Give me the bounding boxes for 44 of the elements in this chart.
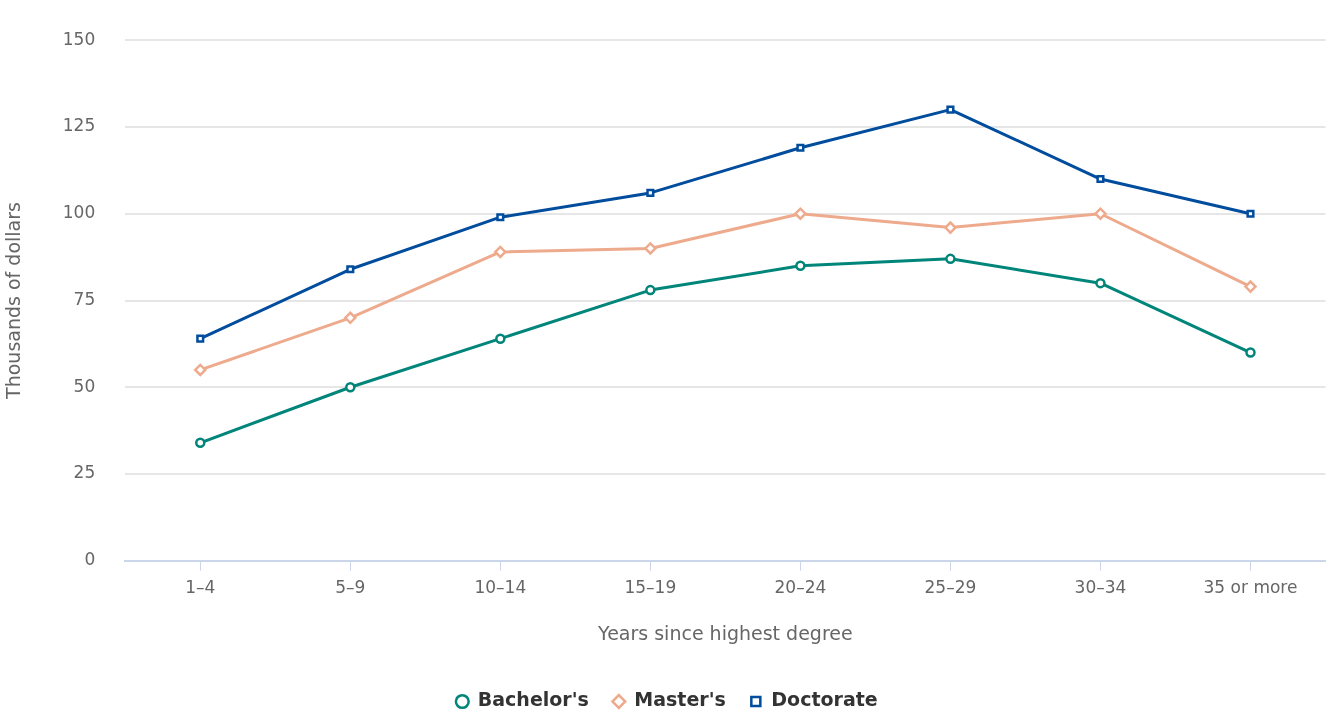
- x-tick-label: 20–24: [774, 577, 827, 598]
- y-tick-label: 125: [62, 115, 96, 136]
- x-tick-label: 25–29: [924, 577, 977, 598]
- y-tick-label: 0: [84, 549, 96, 570]
- point: [1094, 207, 1107, 220]
- point: [196, 334, 205, 343]
- point: [645, 284, 656, 296]
- point: [944, 221, 957, 234]
- point: [195, 437, 206, 449]
- x-axis-title: Years since highest degree: [597, 621, 853, 644]
- point: [345, 382, 356, 393]
- point: [795, 260, 806, 272]
- point: [644, 242, 657, 255]
- point: [646, 188, 655, 197]
- point: [194, 363, 207, 377]
- point: [946, 105, 955, 114]
- y-tick-label: 100: [62, 202, 96, 223]
- x-tick-label: 5–9: [335, 577, 366, 598]
- point: [495, 333, 506, 344]
- point: [796, 143, 805, 152]
- x-tick-label: 35 or more: [1203, 577, 1298, 598]
- point: [494, 245, 507, 259]
- y-tick-label: 150: [62, 28, 96, 49]
- y-tick-label: 50: [73, 375, 96, 396]
- point: [1244, 280, 1257, 293]
- point: [794, 207, 807, 220]
- x-tick-label: 1–4: [185, 577, 216, 598]
- point: [344, 311, 357, 325]
- point: [1096, 174, 1105, 184]
- x-tick-label: 10–14: [474, 577, 527, 598]
- point: [1245, 347, 1256, 358]
- x-tick-label: 30–34: [1074, 577, 1127, 598]
- point: [496, 213, 505, 222]
- y-tick-label: 25: [73, 462, 96, 483]
- point: [346, 265, 355, 274]
- point: [1246, 209, 1255, 218]
- point: [945, 253, 956, 265]
- legend-label: Bachelor's: [477, 688, 589, 711]
- y-axis-title: Thousands of dollars: [2, 202, 25, 400]
- y-tick-label: 75: [73, 288, 96, 309]
- legend-label: Master's: [634, 688, 726, 711]
- legend-label: Doctorate: [771, 688, 878, 711]
- x-tick-label: 15–19: [624, 577, 677, 598]
- point: [1095, 277, 1106, 289]
